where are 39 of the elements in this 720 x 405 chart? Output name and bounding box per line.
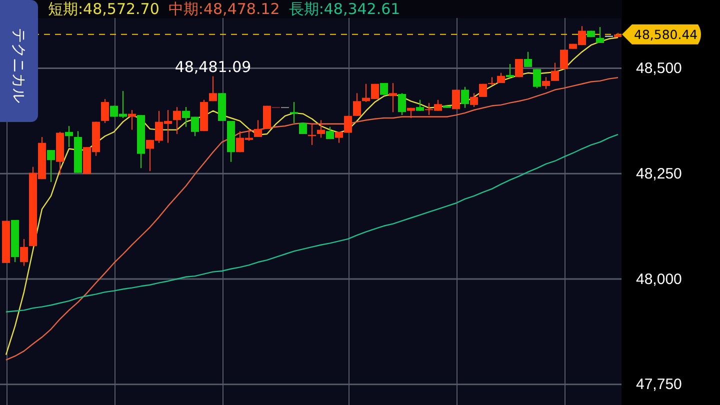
candlestick — [416, 99, 424, 112]
candlestick — [353, 92, 361, 116]
candlestick — [398, 92, 406, 116]
y-tick-label: 47,750 — [636, 376, 682, 394]
side-tab-button: テクニカル — [0, 0, 38, 122]
candlestick — [326, 126, 334, 140]
text: 中期:48,478.12 — [168, 0, 280, 18]
y-tick-label: 48,000 — [636, 270, 682, 288]
annotation: テクニカル — [10, 28, 28, 103]
candlestick — [479, 83, 487, 98]
y-tick-label: 48,250 — [636, 165, 682, 182]
text: 短期:48,572.70 — [48, 0, 160, 18]
candlestick — [461, 86, 469, 108]
annotation: 48,481.09 — [174, 58, 252, 76]
candlestick — [101, 98, 109, 124]
candlestick — [254, 120, 262, 138]
candlestick — [317, 120, 325, 138]
candlestick — [542, 76, 550, 90]
candlestick — [470, 92, 478, 108]
candlestick — [560, 49, 568, 70]
candlestick — [47, 150, 55, 183]
candlestick — [389, 82, 397, 113]
candlestick — [551, 62, 559, 82]
candlestick — [209, 76, 217, 102]
candlestick — [515, 58, 523, 78]
candlestick — [524, 51, 532, 68]
candlestick — [65, 126, 73, 148]
candlestick — [263, 105, 271, 130]
candlestick — [380, 82, 388, 96]
candlestick — [596, 26, 604, 44]
y-tick-label: 48,500 — [636, 60, 682, 78]
candlestick — [506, 64, 514, 78]
text: 長期:48,342.61 — [288, 0, 400, 18]
line-series — [5, 134, 619, 312]
candlestick — [533, 68, 541, 89]
candlestick — [290, 101, 298, 124]
candlestick — [173, 106, 181, 135]
candlestick — [20, 238, 28, 266]
ref-line-label: 48,580.44 — [634, 26, 698, 42]
